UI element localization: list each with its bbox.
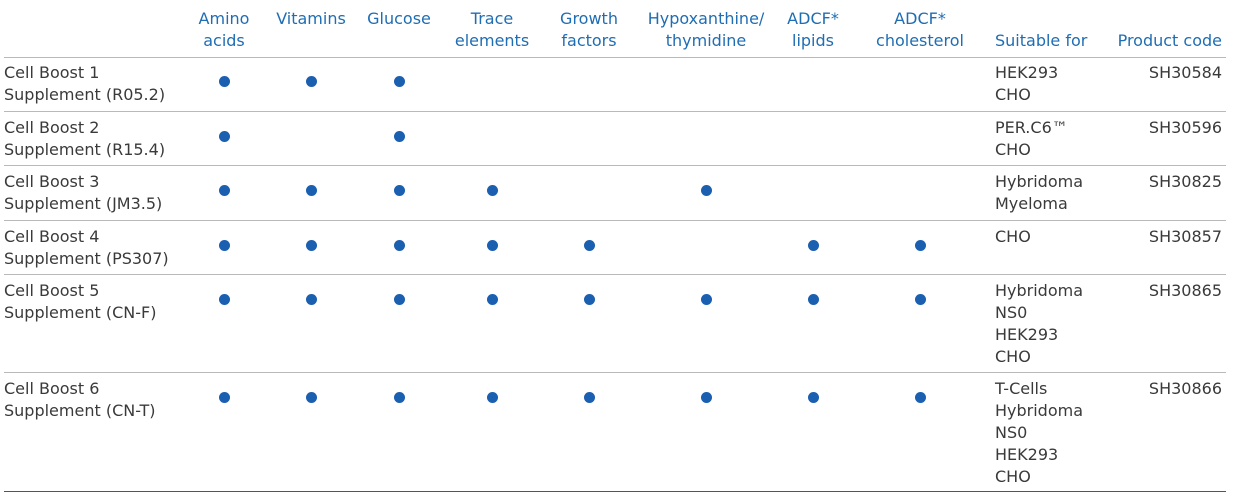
feature-dot-amino <box>218 240 230 251</box>
feature-dot-glucose <box>393 131 405 142</box>
feature-dot-amino <box>218 294 230 305</box>
column-header-hypo: Hypoxanthine/ thymidine <box>647 9 765 50</box>
product-code-cell: SH30857 <box>1148 227 1222 246</box>
row-divider <box>4 57 1226 58</box>
feature-dot-lipids <box>807 392 819 403</box>
feature-dot-amino <box>218 392 230 403</box>
suitable-for-cell: CHO <box>995 227 1031 246</box>
feature-dot-growth <box>583 392 595 403</box>
product-name: Cell Boost 5 Supplement (CN-F) <box>4 281 157 322</box>
feature-dot-lipids <box>807 294 819 305</box>
column-header-trace: Trace elements <box>454 9 530 50</box>
feature-dot-amino <box>218 185 230 196</box>
feature-dot-glucose <box>393 185 405 196</box>
feature-dot-growth <box>583 240 595 251</box>
feature-dot-vitamins <box>305 392 317 403</box>
product-code-cell: SH30866 <box>1148 379 1222 398</box>
product-name: Cell Boost 2 Supplement (R15.4) <box>4 118 166 159</box>
column-header-vitamins: Vitamins <box>276 9 346 28</box>
product-name: Cell Boost 4 Supplement (PS307) <box>4 227 169 268</box>
column-header-amino: Amino acids <box>198 9 250 50</box>
suitable-for-cell: PER.C6™ CHO <box>995 118 1068 159</box>
column-header-lipids: ADCF* lipids <box>787 9 839 50</box>
row-divider <box>4 491 1226 492</box>
feature-dot-chol <box>914 392 926 403</box>
column-header-chol: ADCF* cholesterol <box>876 9 964 50</box>
product-code-cell: SH30825 <box>1148 172 1222 191</box>
row-divider <box>4 372 1226 373</box>
suitable-for-cell: Hybridoma Myeloma <box>995 172 1084 213</box>
feature-dot-trace <box>486 392 498 403</box>
feature-dot-glucose <box>393 294 405 305</box>
feature-dot-chol <box>914 294 926 305</box>
product-code-cell: SH30865 <box>1148 281 1222 300</box>
feature-dot-trace <box>486 185 498 196</box>
column-header-growth: Growth factors <box>560 9 618 50</box>
feature-dot-vitamins <box>305 240 317 251</box>
suitable-for-cell: T-Cells Hybridoma NS0 HEK293 CHO <box>995 379 1084 486</box>
feature-dot-hypo <box>700 294 712 305</box>
column-header-suitable: Suitable for <box>995 31 1088 50</box>
feature-dot-hypo <box>700 392 712 403</box>
feature-dot-vitamins <box>305 185 317 196</box>
feature-dot-glucose <box>393 392 405 403</box>
row-divider <box>4 111 1226 112</box>
product-name: Cell Boost 1 Supplement (R05.2) <box>4 63 166 104</box>
feature-dot-vitamins <box>305 76 317 87</box>
suitable-for-cell: HEK293 CHO <box>995 63 1059 104</box>
feature-dot-vitamins <box>305 294 317 305</box>
feature-dot-glucose <box>393 240 405 251</box>
feature-dot-trace <box>486 294 498 305</box>
feature-dot-chol <box>914 240 926 251</box>
product-name: Cell Boost 3 Supplement (JM3.5) <box>4 172 163 213</box>
column-header-code: Product code <box>1117 31 1222 50</box>
feature-dot-trace <box>486 240 498 251</box>
feature-dot-amino <box>218 131 230 142</box>
product-code-cell: SH30596 <box>1148 118 1222 137</box>
feature-dot-lipids <box>807 240 819 251</box>
row-divider <box>4 220 1226 221</box>
suitable-for-cell: Hybridoma NS0 HEK293 CHO <box>995 281 1084 366</box>
feature-dot-glucose <box>393 76 405 87</box>
row-divider <box>4 274 1226 275</box>
row-divider <box>4 165 1226 166</box>
feature-dot-growth <box>583 294 595 305</box>
product-name: Cell Boost 6 Supplement (CN-T) <box>4 379 156 420</box>
feature-dot-hypo <box>700 185 712 196</box>
column-header-glucose: Glucose <box>367 9 431 28</box>
product-code-cell: SH30584 <box>1148 63 1222 82</box>
feature-dot-amino <box>218 76 230 87</box>
